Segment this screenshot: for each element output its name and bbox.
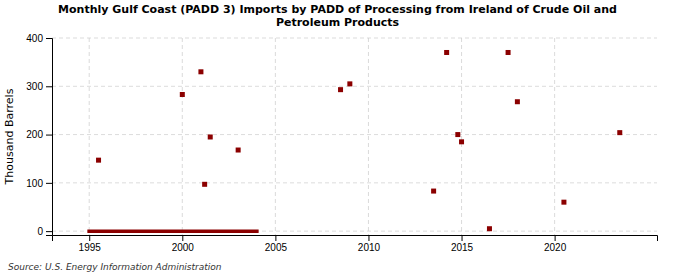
point bbox=[338, 87, 343, 92]
grid-line-x bbox=[89, 38, 90, 235]
point bbox=[561, 200, 566, 205]
y-tick-label: 200 bbox=[26, 129, 43, 140]
x-tick-mark bbox=[89, 235, 90, 241]
marks bbox=[87, 50, 622, 231]
y-tick-mark bbox=[46, 231, 52, 232]
point bbox=[515, 99, 520, 104]
point bbox=[431, 189, 436, 194]
grid-line-x bbox=[275, 38, 276, 235]
x-tick-label: 2015 bbox=[451, 242, 474, 253]
title: Monthly Gulf Coast (PADD 3) Imports by P… bbox=[58, 3, 617, 29]
source-note: Source: U.S. Energy Information Administ… bbox=[8, 262, 222, 272]
point bbox=[506, 50, 511, 55]
y-tick-mark bbox=[46, 38, 52, 39]
x-axis: 1995 2000 2005 2010 2015 2020 bbox=[53, 235, 658, 253]
point bbox=[455, 132, 460, 137]
grid-line-y bbox=[52, 134, 657, 135]
y-tick-mark bbox=[46, 86, 52, 87]
x-tick-mark bbox=[275, 235, 276, 241]
x-tick-label: 2010 bbox=[358, 242, 381, 253]
y-tick-label: 100 bbox=[26, 178, 43, 189]
y-axis-label: Thousand Barrels bbox=[3, 88, 16, 185]
y-tick: 400 bbox=[26, 33, 52, 44]
point bbox=[208, 134, 213, 139]
y-tick: 0 bbox=[37, 226, 52, 237]
y-tick-mark bbox=[46, 135, 52, 136]
point bbox=[202, 182, 207, 187]
x-tick-label: 2020 bbox=[544, 242, 567, 253]
grid-line-x bbox=[182, 38, 183, 235]
line bbox=[87, 229, 258, 233]
x-tick-label: 1995 bbox=[79, 242, 102, 253]
y-axis-line bbox=[46, 39, 53, 236]
y-tick: 100 bbox=[26, 178, 52, 189]
point bbox=[180, 92, 185, 97]
grid bbox=[52, 38, 657, 235]
point bbox=[236, 148, 241, 153]
y-tick-label: 400 bbox=[26, 33, 43, 44]
x-tick: 2000 bbox=[172, 235, 195, 253]
grid-line-x bbox=[554, 38, 555, 235]
point bbox=[347, 81, 352, 86]
grid-line-y bbox=[52, 182, 657, 183]
x-tick-mark bbox=[462, 235, 463, 241]
grid-line-y bbox=[52, 231, 657, 232]
x-axis-line bbox=[53, 236, 658, 242]
point bbox=[617, 130, 622, 135]
y-tick-label: 0 bbox=[37, 226, 43, 237]
x-tick-mark bbox=[368, 235, 369, 241]
x-tick-mark bbox=[555, 235, 556, 241]
y-tick: 300 bbox=[26, 81, 52, 92]
point bbox=[444, 50, 449, 55]
x-tick-mark bbox=[182, 235, 183, 241]
title-line: Monthly Gulf Coast (PADD 3) Imports by P… bbox=[58, 3, 617, 16]
y-tick: 200 bbox=[26, 129, 52, 140]
chart: Monthly Gulf Coast (PADD 3) Imports by P… bbox=[0, 0, 675, 275]
x-tick: 2020 bbox=[544, 235, 567, 253]
x-tick-label: 2005 bbox=[265, 242, 288, 253]
grid-line-y bbox=[52, 86, 657, 87]
x-tick: 2005 bbox=[265, 235, 288, 253]
x-tick: 2010 bbox=[358, 235, 381, 253]
point bbox=[487, 226, 492, 231]
y-tick-label: 300 bbox=[26, 81, 43, 92]
title-line: Petroleum Products bbox=[276, 16, 400, 29]
x-tick-label: 2000 bbox=[172, 242, 195, 253]
point bbox=[198, 69, 203, 74]
plot-area: 1995 2000 2005 2010 2015 2020 0 100 200 300 400 bbox=[26, 33, 657, 253]
point bbox=[96, 158, 101, 163]
grid-line-y bbox=[52, 38, 657, 39]
y-tick-mark bbox=[46, 183, 52, 184]
x-tick: 2015 bbox=[451, 235, 474, 253]
grid-line-x bbox=[461, 38, 462, 235]
grid-line-x bbox=[368, 38, 369, 235]
y-axis: 0 100 200 300 400 bbox=[26, 33, 52, 237]
x-tick: 1995 bbox=[79, 235, 102, 253]
point bbox=[459, 139, 464, 144]
